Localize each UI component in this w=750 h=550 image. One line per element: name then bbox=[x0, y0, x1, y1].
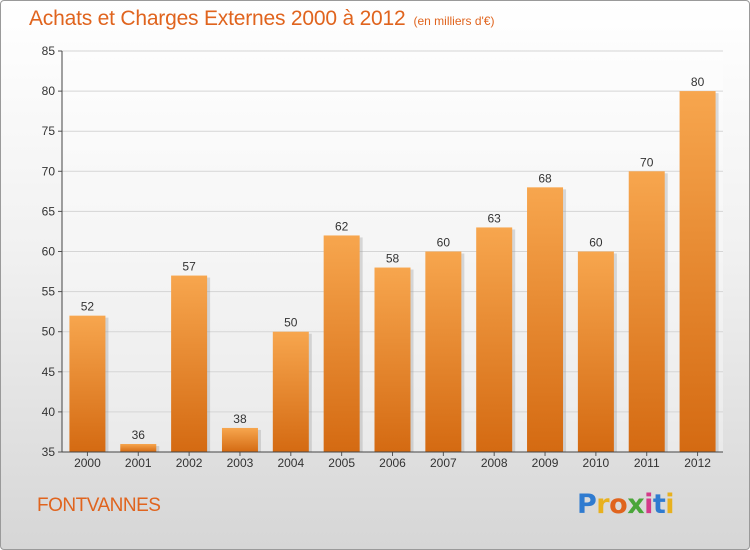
bar bbox=[679, 91, 716, 452]
x-tick-label: 2005 bbox=[328, 456, 355, 470]
x-tick-label: 2003 bbox=[227, 456, 254, 470]
x-tick-label: 2001 bbox=[125, 456, 152, 470]
bar-value-label: 70 bbox=[640, 155, 654, 169]
bar-value-label: 57 bbox=[182, 260, 196, 274]
logo-letter: x bbox=[627, 489, 645, 520]
bar-value-label: 52 bbox=[81, 300, 95, 314]
bar bbox=[374, 267, 411, 452]
bar-value-label: 36 bbox=[132, 428, 146, 442]
x-tick-label: 2009 bbox=[532, 456, 559, 470]
y-tick-label: 80 bbox=[42, 84, 56, 98]
x-tick-label: 2007 bbox=[430, 456, 457, 470]
bar-value-label: 60 bbox=[589, 236, 603, 250]
bar-value-label: 58 bbox=[386, 252, 400, 266]
x-tick-label: 2002 bbox=[176, 456, 203, 470]
bar bbox=[628, 171, 665, 453]
bar-value-label: 80 bbox=[691, 75, 705, 89]
logo-letter: P bbox=[577, 489, 597, 520]
logo-letter: o bbox=[609, 489, 628, 520]
x-tick-label: 2011 bbox=[634, 456, 660, 470]
bar-value-label: 60 bbox=[437, 236, 451, 250]
x-tick-label: 2012 bbox=[684, 456, 711, 470]
bar bbox=[171, 275, 208, 452]
logo-letter: r bbox=[596, 489, 610, 520]
bar bbox=[120, 443, 157, 452]
y-tick-label: 85 bbox=[42, 44, 56, 58]
logo-letter: i bbox=[644, 489, 653, 520]
bar bbox=[577, 251, 614, 452]
y-tick-label: 65 bbox=[42, 204, 56, 218]
proxiti-logo: Proxiti bbox=[577, 489, 675, 520]
x-tick-label: 2008 bbox=[481, 456, 508, 470]
bar-value-label: 50 bbox=[284, 316, 298, 330]
x-tick-label: 2006 bbox=[379, 456, 406, 470]
x-tick-label: 2010 bbox=[583, 456, 610, 470]
location-label: FONTVANNES bbox=[37, 495, 161, 516]
y-tick-label: 60 bbox=[42, 245, 56, 259]
y-tick-label: 35 bbox=[42, 445, 56, 459]
bar bbox=[425, 251, 462, 452]
chart-title-main: Achats et Charges Externes 2000 à 2012 bbox=[29, 7, 406, 30]
bar bbox=[476, 227, 513, 452]
bar-value-label: 63 bbox=[488, 211, 502, 225]
bar-value-label: 68 bbox=[538, 171, 552, 185]
chart-title: Achats et Charges Externes 2000 à 2012 (e… bbox=[29, 7, 494, 31]
y-tick-label: 75 bbox=[42, 124, 56, 138]
x-tick-label: 2000 bbox=[74, 456, 101, 470]
bar-value-label: 38 bbox=[233, 412, 247, 426]
y-tick-label: 40 bbox=[42, 405, 56, 419]
y-tick-label: 70 bbox=[42, 164, 56, 178]
chart-title-unit: (en milliers d'€) bbox=[413, 14, 495, 28]
bar bbox=[69, 315, 106, 452]
bar-value-label: 62 bbox=[335, 219, 349, 233]
x-tick-label: 2004 bbox=[277, 456, 304, 470]
logo-letter: i bbox=[665, 489, 675, 520]
bar bbox=[323, 235, 360, 452]
bar bbox=[221, 427, 258, 452]
bar bbox=[272, 331, 309, 452]
logo-letter: t bbox=[652, 489, 666, 520]
y-tick-label: 50 bbox=[42, 325, 56, 339]
bar bbox=[527, 187, 564, 452]
y-tick-label: 55 bbox=[42, 285, 56, 299]
y-tick-label: 45 bbox=[42, 365, 56, 379]
